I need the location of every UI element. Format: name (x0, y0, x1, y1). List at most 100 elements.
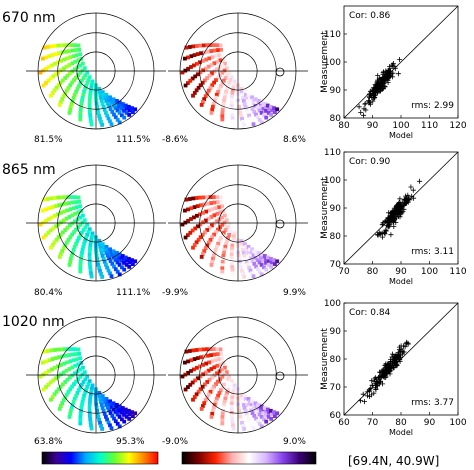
polar-point (216, 379, 220, 384)
polar-point (52, 196, 57, 200)
polar-point (210, 359, 215, 364)
polar-point (64, 368, 69, 373)
polar-point (195, 224, 200, 229)
polar-point (88, 116, 93, 121)
polar-point (275, 411, 280, 416)
polar-point (100, 254, 105, 258)
polar-point (61, 370, 66, 375)
polar-point (88, 243, 93, 248)
polar-point (90, 383, 95, 388)
polar-point (236, 253, 241, 258)
polar-point (127, 408, 131, 413)
correlation-label: Cor: 0.84 (349, 308, 391, 318)
polar-point (195, 52, 200, 56)
polar-point (218, 73, 222, 78)
polar-point (108, 247, 112, 252)
polar-point (111, 97, 116, 102)
polar-point (198, 212, 202, 217)
mid-max-label: 9.9% (283, 288, 306, 298)
x-tick-label: 80 (395, 418, 407, 428)
polar-point (229, 97, 234, 102)
polar-point (214, 78, 218, 82)
polar-point (253, 249, 258, 254)
y-tick-label: 60 (330, 411, 342, 421)
polar-point (76, 84, 81, 89)
polar-point (241, 403, 246, 407)
polar-point (77, 47, 81, 52)
polar-point (53, 376, 58, 381)
polar-point (270, 260, 274, 265)
polar-point (207, 208, 212, 213)
polar-point (50, 53, 55, 57)
polar-point (191, 196, 196, 201)
polar-point (99, 99, 104, 103)
scatter-point (379, 76, 385, 82)
polar-point (191, 348, 196, 353)
polar-point (88, 94, 92, 99)
polar-point (195, 72, 200, 77)
polar-point (70, 352, 75, 357)
polar-point (206, 216, 211, 221)
scatter-point (360, 391, 366, 397)
polar-point (41, 220, 46, 225)
scatter-point (400, 343, 406, 349)
scatter-point (361, 106, 367, 112)
polar-point (230, 91, 235, 96)
polar-point (211, 104, 215, 109)
polar-point (68, 411, 73, 416)
polar-point (240, 421, 244, 425)
polar-point (212, 352, 217, 357)
scatter-point (379, 222, 385, 228)
polar-point (237, 107, 242, 112)
location-label: [69.4N, 40.9W] (348, 454, 439, 468)
polar-point (47, 369, 51, 373)
polar-point (57, 51, 61, 56)
polar-point (216, 53, 221, 58)
polar-point (203, 230, 207, 235)
polar-point (107, 256, 111, 261)
polar-point (201, 347, 206, 352)
y-tick-label: 70 (330, 383, 342, 393)
polar-point (220, 356, 224, 361)
y-tick-label: 100 (324, 176, 341, 186)
polar-point (209, 215, 214, 219)
polar-point (214, 244, 219, 249)
polar-point (227, 70, 231, 75)
polar-point (275, 259, 280, 264)
polar-point (196, 389, 201, 394)
polar-point (195, 356, 200, 360)
polar-point (250, 399, 254, 404)
polar-plot-mid-2 (168, 316, 308, 434)
polar-point (100, 406, 105, 410)
polar-point (210, 411, 215, 416)
polar-point (74, 75, 78, 80)
polar-point (220, 81, 225, 86)
scatter-point (405, 195, 411, 201)
polar-point (191, 93, 195, 98)
polar-point (241, 251, 246, 255)
polar-point (97, 90, 102, 94)
polar-point (236, 405, 241, 410)
polar-point (66, 390, 71, 394)
polar-point (198, 83, 203, 88)
polar-point (68, 387, 73, 392)
polar-point (195, 204, 200, 208)
polar-point (190, 228, 195, 233)
polar-point (71, 206, 76, 211)
polar-point (239, 90, 244, 94)
polar-point (192, 91, 197, 95)
polar-point (253, 97, 258, 102)
polar-point (220, 111, 225, 116)
polar-point (239, 391, 244, 395)
polar-point (204, 347, 209, 352)
polar-point (221, 101, 226, 106)
polar-point (209, 353, 213, 357)
polar-point (194, 88, 199, 93)
polar-point (220, 117, 225, 122)
polar-point (209, 201, 213, 205)
polar-point (84, 387, 88, 392)
polar-point (99, 424, 103, 428)
y-tick-label: 90 (330, 204, 342, 214)
polar-point (105, 253, 110, 258)
